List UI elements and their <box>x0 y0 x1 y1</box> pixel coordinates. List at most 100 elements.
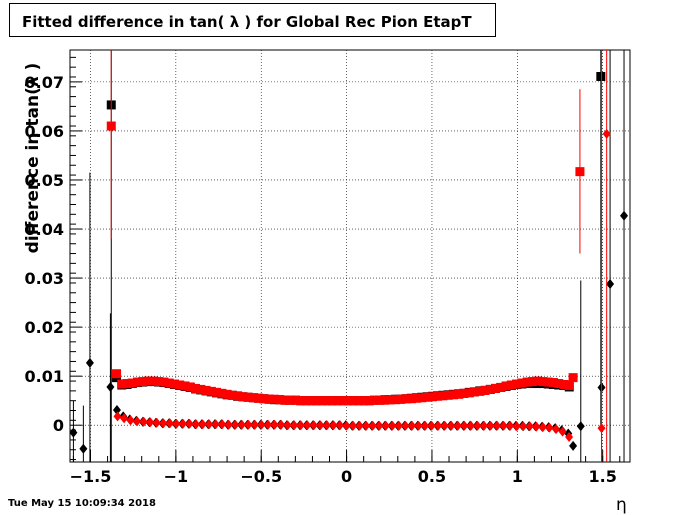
data-point-square <box>375 395 385 405</box>
data-point-diamond <box>355 420 364 431</box>
data-point-square <box>554 379 564 389</box>
data-point-diamond <box>218 419 227 430</box>
data-point-diamond <box>296 420 305 431</box>
data-point-diamond <box>512 421 521 432</box>
data-point-square <box>380 395 390 405</box>
data-point-square <box>275 395 285 405</box>
data-point-diamond <box>375 420 384 431</box>
data-point-square <box>212 387 222 397</box>
data-point-square <box>264 394 274 404</box>
data-point-diamond <box>79 443 88 454</box>
data-point-square <box>312 396 322 406</box>
data-point-square <box>433 391 443 401</box>
data-point-square <box>196 384 206 394</box>
data-point-square <box>348 396 358 406</box>
data-point-square <box>464 388 474 398</box>
data-point-square <box>422 392 432 402</box>
data-point-diamond <box>244 419 253 430</box>
x-tick-label: 0 <box>341 467 352 486</box>
x-tick-label: −1 <box>164 467 189 486</box>
x-tick-label: 1 <box>512 467 523 486</box>
data-point-diamond <box>486 420 495 431</box>
chart-title: Fitted difference in tan( λ ) for Global… <box>22 13 472 31</box>
data-point-square <box>501 381 511 391</box>
data-point-diamond <box>139 416 148 427</box>
data-point-square <box>559 380 569 390</box>
data-point-diamond <box>388 420 397 431</box>
data-point-square <box>269 394 279 404</box>
data-point-square <box>327 396 337 406</box>
data-point-diamond <box>172 418 181 429</box>
y-tick-label: 0.04 <box>25 220 64 239</box>
data-point-square <box>169 379 179 389</box>
data-point-diamond <box>493 420 502 431</box>
x-tick-label: 1.5 <box>589 467 617 486</box>
data-point-diamond <box>231 419 240 430</box>
data-point-square <box>343 396 353 406</box>
data-point-square <box>122 379 132 389</box>
data-point-diamond <box>499 420 508 431</box>
data-point-diamond <box>414 420 423 431</box>
data-point-diamond <box>309 420 318 431</box>
data-point-diamond <box>126 415 135 426</box>
data-point-square <box>201 385 211 395</box>
plot-frame <box>69 49 631 463</box>
data-point-square <box>485 384 495 394</box>
data-point-square <box>133 377 143 387</box>
data-point-diamond <box>349 420 358 431</box>
data-point-diamond <box>198 419 207 430</box>
data-point-diamond <box>473 420 482 431</box>
data-point-square <box>180 381 190 391</box>
data-point-diamond <box>329 420 338 431</box>
data-point-square <box>154 377 164 387</box>
data-point-square <box>564 380 574 390</box>
data-point-diamond <box>552 424 561 435</box>
data-point-square <box>317 396 327 406</box>
data-point-square <box>568 373 578 383</box>
data-point-diamond <box>606 278 615 289</box>
data-point-square <box>291 395 301 405</box>
data-point-diamond <box>69 427 78 438</box>
data-point-square <box>164 378 174 388</box>
data-point-square <box>575 167 585 177</box>
data-point-diamond <box>466 420 475 431</box>
data-point-square <box>148 376 158 386</box>
data-point-diamond <box>538 422 547 433</box>
data-point-square <box>280 395 290 405</box>
data-point-diamond <box>342 420 351 431</box>
timestamp: Tue May 15 10:09:34 2018 <box>8 498 156 509</box>
data-point-diamond <box>106 381 115 392</box>
data-point-square <box>548 378 558 388</box>
data-point-diamond <box>165 418 174 429</box>
data-point-diamond <box>322 420 331 431</box>
data-point-square <box>401 394 411 404</box>
y-tick-label: 0.02 <box>25 318 64 337</box>
data-point-diamond <box>270 419 279 430</box>
data-point-diamond <box>576 421 585 432</box>
data-point-diamond <box>283 420 292 431</box>
data-point-square <box>243 392 253 402</box>
data-point-square <box>506 380 516 390</box>
data-point-square <box>496 382 506 392</box>
data-point-square <box>117 379 127 389</box>
data-point-diamond <box>336 420 345 431</box>
data-point-square <box>206 386 216 396</box>
data-point-square <box>543 377 553 387</box>
data-point-diamond <box>434 420 443 431</box>
y-tick-label: 0.05 <box>25 171 64 190</box>
data-point-square <box>412 393 422 403</box>
data-point-diamond <box>133 416 142 427</box>
data-point-square <box>159 377 169 387</box>
data-point-square <box>364 396 374 406</box>
data-point-diamond <box>120 413 129 424</box>
data-point-diamond <box>569 440 578 451</box>
data-point-diamond <box>545 422 554 433</box>
data-point-square <box>469 387 479 397</box>
data-point-diamond <box>519 421 528 432</box>
data-point-square <box>306 396 316 406</box>
data-point-square <box>175 380 185 390</box>
y-tick-label: 0.06 <box>25 122 64 141</box>
data-point-diamond <box>447 420 456 431</box>
y-axis-label: difference in tan(λ ) <box>23 62 43 254</box>
data-point-diamond <box>290 420 299 431</box>
